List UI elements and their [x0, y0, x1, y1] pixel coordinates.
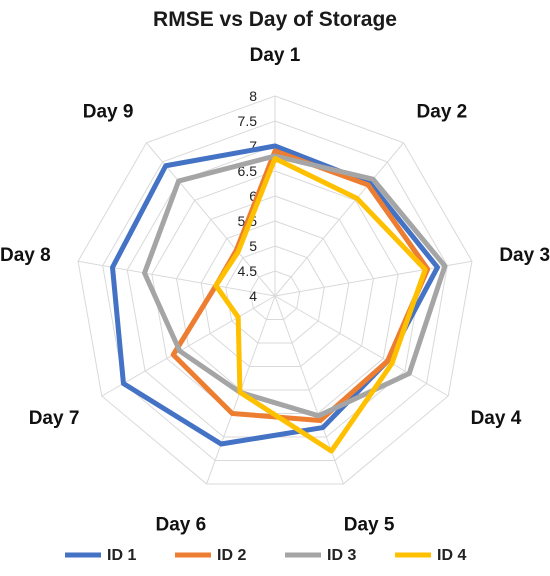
category-label: Day 9	[83, 102, 134, 123]
tick-label: 7	[249, 138, 257, 154]
category-label: Day 8	[0, 245, 51, 266]
tick-label: 4.5	[238, 263, 258, 279]
grid-spoke	[146, 142, 276, 297]
category-label: Day 3	[499, 245, 550, 266]
category-label: Day 2	[417, 102, 468, 123]
series-line	[142, 153, 448, 419]
grid-spoke	[101, 295, 276, 397]
series-line	[110, 143, 440, 447]
series-lines	[110, 143, 448, 454]
grid-spoke	[274, 142, 404, 297]
legend: ID 1 ID 2 ID 3 ID 4	[65, 547, 466, 564]
series-line	[213, 156, 428, 454]
grid-spoke	[274, 295, 449, 397]
tick-label: 8	[249, 88, 257, 104]
grid-ring	[200, 220, 350, 367]
grid-ring	[77, 95, 473, 485]
legend-label: ID 1	[107, 547, 136, 564]
grid-ring	[225, 245, 325, 344]
legend-label: ID 4	[437, 547, 466, 564]
grid-ring	[175, 195, 375, 391]
category-label: Day 4	[471, 408, 522, 429]
legend-label: ID 2	[217, 547, 246, 564]
category-labels: Day 1 Day 2 Day 3 Day 4 Day 5 Day 6 Day 7 Day 8…	[0, 45, 550, 535]
tick-label: 5	[249, 238, 257, 254]
category-label: Day 5	[344, 514, 395, 535]
tick-label: 4	[249, 288, 257, 304]
tick-label: 7.5	[238, 113, 258, 129]
chart-title: RMSE vs Day of Storage	[153, 8, 397, 31]
category-label: Day 1	[250, 45, 301, 66]
grid-ring	[249, 270, 301, 320]
legend-label: ID 3	[327, 547, 356, 564]
radial-ticks: 44.555.566.577.58	[238, 88, 258, 304]
grid-ring	[102, 120, 448, 461]
category-label: Day 7	[29, 408, 80, 429]
tick-label: 6	[249, 188, 257, 204]
category-label: Day 6	[156, 514, 207, 535]
